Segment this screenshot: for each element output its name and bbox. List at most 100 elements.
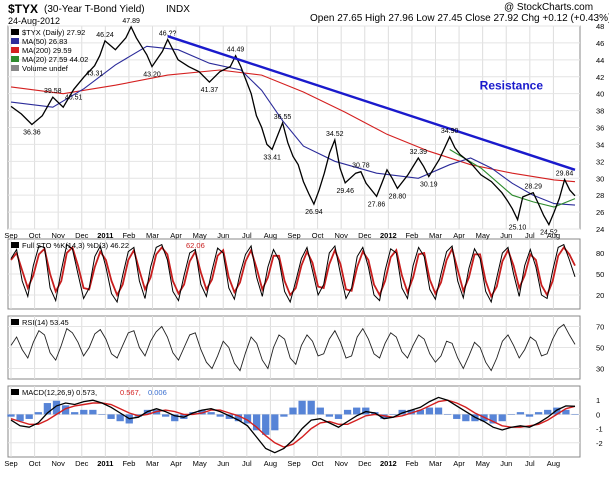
y-tick-label: 34 xyxy=(596,140,604,149)
price-value-label: 46.24 xyxy=(96,32,114,39)
price-value-label: 36.55 xyxy=(274,114,292,121)
x-tick-label: Nov xyxy=(51,231,65,240)
symbol-label: $TYX xyxy=(8,2,39,16)
ma200-line xyxy=(10,69,576,183)
y-tick-label: 20 xyxy=(596,291,604,300)
histogram-bar xyxy=(380,414,388,419)
x-tick-label: May xyxy=(476,459,490,468)
x-tick-label: Dec xyxy=(358,459,372,468)
histogram-bar xyxy=(52,400,61,415)
x-tick-label: Mar xyxy=(146,231,159,240)
symbol-description: (30-Year T-Bond Yield) xyxy=(44,4,145,15)
x-tick-label: 2012 xyxy=(380,231,397,240)
histogram-bar xyxy=(562,409,570,415)
histogram-bar xyxy=(171,414,179,422)
x-tick-label: Nov xyxy=(334,231,348,240)
price-value-label: 24.52 xyxy=(540,230,558,237)
histogram-bar xyxy=(280,414,288,417)
x-tick-label: Apr xyxy=(170,231,182,240)
y-tick-label: 28 xyxy=(596,191,604,200)
x-tick-label: Jun xyxy=(217,231,229,240)
histogram-bar xyxy=(398,409,406,415)
histogram-bar xyxy=(25,414,33,419)
histogram-bar xyxy=(225,414,233,419)
histogram-bar xyxy=(43,403,52,415)
histogram-bar xyxy=(534,412,543,415)
histogram-bar xyxy=(416,409,424,415)
x-tick-label: Dec xyxy=(75,459,89,468)
x-tick-label: Feb xyxy=(122,459,135,468)
x-tick-label: Jun xyxy=(217,459,229,468)
x-tick-label: Oct xyxy=(312,231,325,240)
x-tick-label: Sep xyxy=(4,459,17,468)
price-value-label: 41.37 xyxy=(201,87,219,94)
price-value-label: 46.?? xyxy=(159,31,177,38)
legend-swatch xyxy=(11,56,19,62)
y-tick-label: 46 xyxy=(596,39,604,48)
x-tick-label: Jul xyxy=(525,231,535,240)
histogram-bar xyxy=(34,412,42,415)
resistance-annotation: Resistance xyxy=(480,78,544,92)
resistance-line xyxy=(167,35,576,171)
price-value-label: 40.51 xyxy=(65,94,83,101)
legend-entry: $TYX (Daily) 27.92 xyxy=(22,28,85,37)
y-tick-label: 80 xyxy=(596,249,604,258)
price-value-label: 44.49 xyxy=(227,47,245,54)
price-value-label: 30.19 xyxy=(420,182,438,189)
histogram-bar xyxy=(198,409,206,415)
histogram-bar xyxy=(89,409,97,415)
histogram-bar xyxy=(553,407,561,415)
x-tick-label: Feb xyxy=(122,231,135,240)
legend-entry: RSI(14) 53.45 xyxy=(22,318,69,327)
legend-swatch xyxy=(11,47,19,53)
y-tick-label: 40 xyxy=(596,90,604,99)
histogram-bar xyxy=(162,414,170,417)
price-value-label: 28.29 xyxy=(524,184,542,191)
x-tick-label: May xyxy=(476,231,490,240)
y-tick-label: 38 xyxy=(596,107,604,116)
price-value-label: 34.90 xyxy=(441,128,459,135)
x-tick-label: Dec xyxy=(358,231,372,240)
histogram-bar xyxy=(462,414,470,422)
legend-entry: 0.006 xyxy=(148,388,167,397)
y-tick-label: 1 xyxy=(596,396,600,405)
histogram-bar xyxy=(353,407,361,415)
legend-swatch xyxy=(11,38,19,44)
legend-swatch xyxy=(11,389,19,395)
histogram-bar xyxy=(507,414,515,415)
x-tick-label: Mar xyxy=(429,231,442,240)
x-tick-label: Sep xyxy=(4,231,17,240)
rsi-line xyxy=(10,323,576,372)
price-value-label: 43.20 xyxy=(143,72,161,79)
histogram-bar xyxy=(453,414,461,419)
price-value-label: 25.10 xyxy=(509,225,527,232)
y-tick-label: 0 xyxy=(596,410,600,419)
quote-summary: Open 27.65 High 27.96 Low 27.45 Close 27… xyxy=(310,13,609,24)
legend-entry: 62.06 xyxy=(186,241,205,250)
x-tick-label: Aug xyxy=(547,459,560,468)
price-value-label: 32.39 xyxy=(410,149,428,156)
histogram-bar xyxy=(389,414,397,415)
y-tick-label: 30 xyxy=(596,365,604,374)
histogram-bar xyxy=(343,409,352,415)
y-tick-label: -2 xyxy=(596,439,603,448)
price-value-label: 43.31 xyxy=(86,71,104,78)
legend-swatch xyxy=(11,319,19,325)
histogram-bar xyxy=(307,400,315,415)
histogram-bar xyxy=(243,414,252,424)
macd-signal-line xyxy=(10,399,576,448)
x-tick-label: Oct xyxy=(29,231,42,240)
histogram-bar xyxy=(489,414,497,424)
histogram-bar xyxy=(61,405,70,415)
ma50-line xyxy=(10,45,576,206)
histogram-bar xyxy=(98,414,106,415)
x-tick-label: Dec xyxy=(75,231,89,240)
exchange-label: INDX xyxy=(166,4,190,15)
histogram-bar xyxy=(289,407,297,415)
x-tick-label: Mar xyxy=(146,459,159,468)
histogram-bar xyxy=(207,412,215,415)
histogram-bar xyxy=(116,414,124,422)
legend-swatch xyxy=(11,242,19,248)
x-tick-label: Apr xyxy=(453,231,465,240)
